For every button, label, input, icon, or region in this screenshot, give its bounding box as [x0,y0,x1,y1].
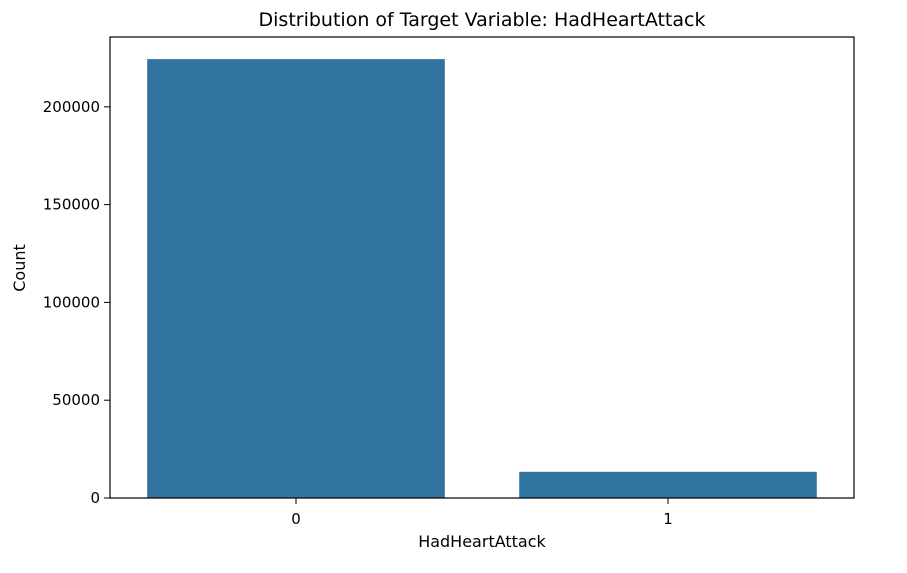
y-tick-label: 150000 [43,196,100,214]
x-tick-label: 0 [291,510,301,528]
bar-0 [147,59,445,498]
y-tick-label: 0 [90,489,100,507]
plot-frame [109,36,855,499]
x-tick-label: 1 [663,510,673,528]
y-axis-label: Count [10,244,29,292]
chart-title: Distribution of Target Variable: HadHear… [259,9,706,31]
y-tick-label: 100000 [43,293,100,311]
y-tick-label: 50000 [52,391,100,409]
bars-layer [147,59,817,498]
x-axis-label: HadHeartAttack [418,532,546,551]
bar-1 [519,471,817,498]
y-axis-ticks: 0 50000 100000 150000 200000 [43,98,110,507]
y-tick-label: 200000 [43,98,100,116]
